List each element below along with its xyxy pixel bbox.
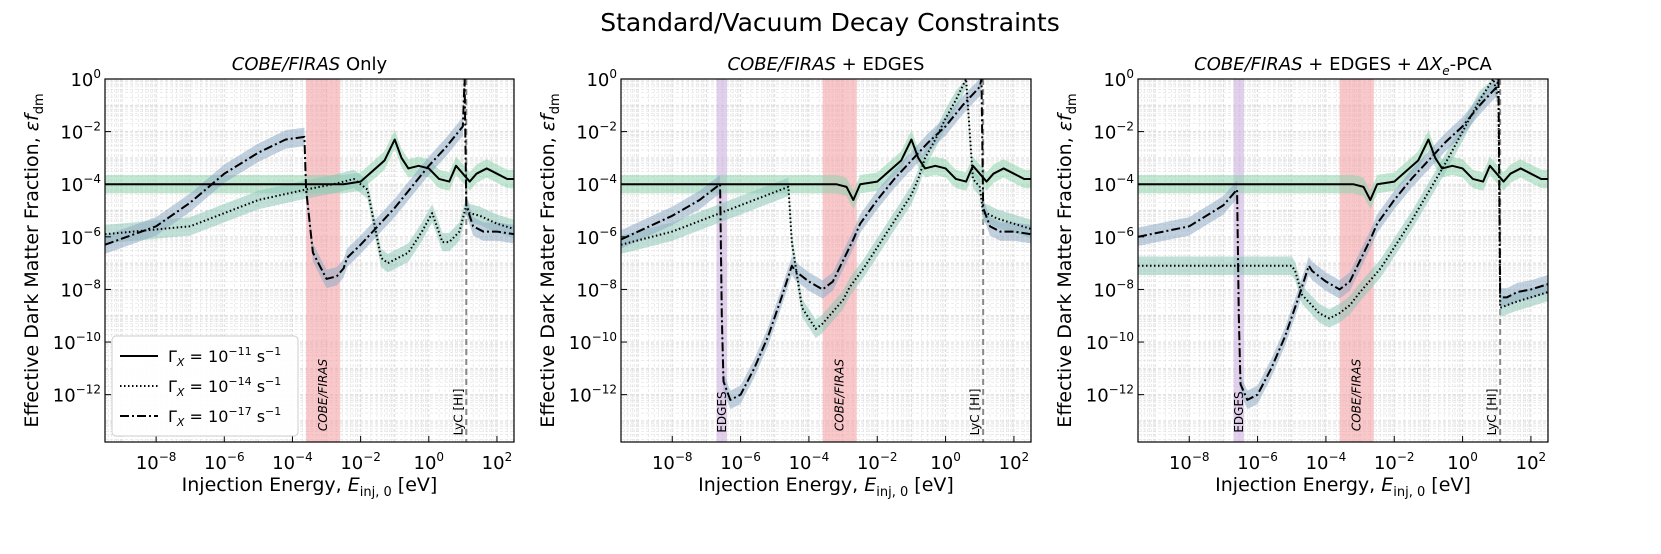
series-line-solid: [621, 138, 1031, 201]
panels-container: COBE/FIRAS LyC [HI] 10−8 10−6 10−4 10−2 100 102…: [21, 54, 1549, 500]
series-line-dashdot: [105, 79, 514, 280]
y-tick-label: 100: [1103, 67, 1134, 91]
plot-area: [621, 79, 1031, 442]
y-tick-label: 10−6: [1093, 225, 1134, 249]
x-axis-label: Injection Energy, Einj, 0 [eV]: [698, 474, 954, 500]
y-tick-label: 100: [586, 67, 617, 91]
x-tick-label: 100: [930, 450, 961, 474]
axes-frame: [1137, 78, 1549, 443]
series-line-dotted: [621, 79, 1031, 330]
lyc-band-label: LyC [HI]: [968, 389, 982, 436]
uncertainty-band-solid: [105, 130, 514, 194]
y-axis-label: Effective Dark Matter Fraction, εfdm: [21, 93, 47, 427]
y-axis-label: Effective Dark Matter Fraction, εfdm: [1054, 93, 1080, 427]
edges-band-label: EDGES: [715, 391, 729, 432]
x-tick-label: 102: [482, 450, 513, 474]
legend-label-dotted: ΓX = 10−14 s−1: [168, 375, 281, 399]
x-tick-label: 102: [1516, 450, 1547, 474]
legend-label-solid: ΓX = 10−11 s−1: [168, 345, 281, 369]
y-tick-label: 10−4: [1093, 172, 1134, 196]
y-tick-label: 10−8: [1093, 277, 1134, 301]
x-tick-label: 10−6: [720, 450, 761, 474]
y-tick-label: 10−2: [60, 120, 101, 144]
firas-band-label: COBE/FIRAS: [833, 358, 847, 431]
x-tick-label: 10−8: [652, 450, 693, 474]
y-tick-label: 10−10: [569, 330, 617, 354]
x-tick-label: 10−4: [272, 450, 313, 474]
y-tick-label: 10−12: [1086, 383, 1134, 407]
lyc-band-label: LyC [HI]: [451, 389, 465, 436]
panel-title: COBE/FIRAS + EDGES + ΔXe-PCA: [1194, 54, 1492, 78]
y-tick-label: 10−12: [569, 383, 617, 407]
lyc-band-label: LyC [HI]: [1485, 389, 1499, 436]
y-tick-label: 10−10: [53, 330, 101, 354]
y-tick-label: 10−10: [1086, 330, 1134, 354]
legend-box: [111, 335, 299, 437]
legend: ΓX = 10−11 s−1 ΓX = 10−14 s−1 ΓX = 10−17 s…: [111, 335, 299, 437]
series-line-solid: [1138, 138, 1548, 201]
legend-label-dashdot: ΓX = 10−17 s−1: [168, 405, 281, 429]
x-tick-label: 10−4: [789, 450, 830, 474]
x-tick-label: 100: [1447, 450, 1478, 474]
y-tick-label: 10−2: [576, 120, 617, 144]
panel-title: COBE/FIRAS + EDGES: [728, 54, 925, 75]
y-tick-label: 10−8: [60, 277, 101, 301]
y-axis-label: Effective Dark Matter Fraction, εfdm: [537, 93, 563, 427]
y-tick-label: 10−2: [1093, 120, 1134, 144]
x-tick-label: 10−8: [136, 450, 177, 474]
x-tick-label: 10−8: [1169, 450, 1210, 474]
axes-frame: [104, 78, 515, 443]
panel-3: COBE/FIRAS EDGES LyC [HI] 10−8 10−6 10−4 10−2 1…: [1054, 54, 1549, 500]
x-axis-label: Injection Energy, Einj, 0 [eV]: [182, 474, 438, 500]
uncertainty-band-dotted: [105, 169, 514, 273]
edges-band-label: EDGES: [1232, 391, 1246, 432]
series-line-dotted: [1138, 79, 1548, 320]
firas-band-label: COBE/FIRAS: [316, 358, 330, 431]
x-tick-label: 10−6: [204, 450, 245, 474]
y-tick-label: 10−8: [576, 277, 617, 301]
x-tick-label: 10−4: [1306, 450, 1347, 474]
axes-frame: [620, 78, 1032, 443]
x-tick-label: 102: [999, 450, 1030, 474]
x-axis-label: Injection Energy, Einj, 0 [eV]: [1215, 474, 1471, 500]
x-tick-label: 100: [414, 450, 445, 474]
x-tick-label: 10−2: [1374, 450, 1415, 474]
panel-title: COBE/FIRAS Only: [232, 54, 388, 75]
series-line-dashdot: [1138, 79, 1548, 401]
y-tick-label: 10−12: [53, 383, 101, 407]
uncertainty-band-solid: [621, 130, 1031, 210]
series-line-dotted: [105, 177, 514, 265]
y-tick-label: 10−6: [576, 225, 617, 249]
panel-1: COBE/FIRAS LyC [HI] 10−8 10−6 10−4 10−2 100 102…: [21, 54, 515, 500]
y-tick-label: 10−4: [60, 172, 101, 196]
firas-band: [306, 79, 341, 442]
x-tick-label: 10−2: [857, 450, 898, 474]
figure-title: Standard/Vacuum Decay Constraints: [600, 8, 1059, 37]
y-tick-label: 100: [70, 67, 101, 91]
x-tick-label: 10−6: [1237, 450, 1278, 474]
plot-area: [1138, 79, 1548, 442]
uncertainty-band-dotted: [1138, 79, 1548, 328]
y-tick-label: 10−6: [60, 225, 101, 249]
firas-band-label: COBE/FIRAS: [1350, 358, 1364, 431]
x-tick-label: 10−2: [340, 450, 381, 474]
series-line-solid: [105, 138, 514, 186]
series-line-dashdot: [621, 79, 1031, 401]
uncertainty-band-solid: [1138, 130, 1548, 210]
y-tick-label: 10−4: [576, 172, 617, 196]
panel-2: COBE/FIRAS EDGES LyC [HI] 10−8 10−6 10−4 10−2 1…: [537, 54, 1032, 500]
